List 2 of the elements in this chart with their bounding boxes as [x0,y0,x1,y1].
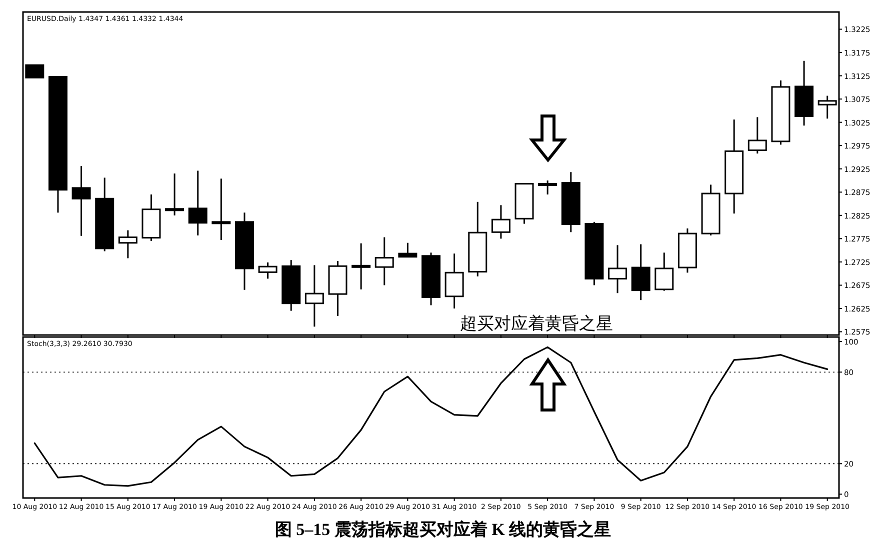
annotation: 超买对应着黄昏之星 [460,314,613,333]
caption: 图 5–15 震荡指标超买对应着 K 线的黄昏之星 [274,520,612,539]
